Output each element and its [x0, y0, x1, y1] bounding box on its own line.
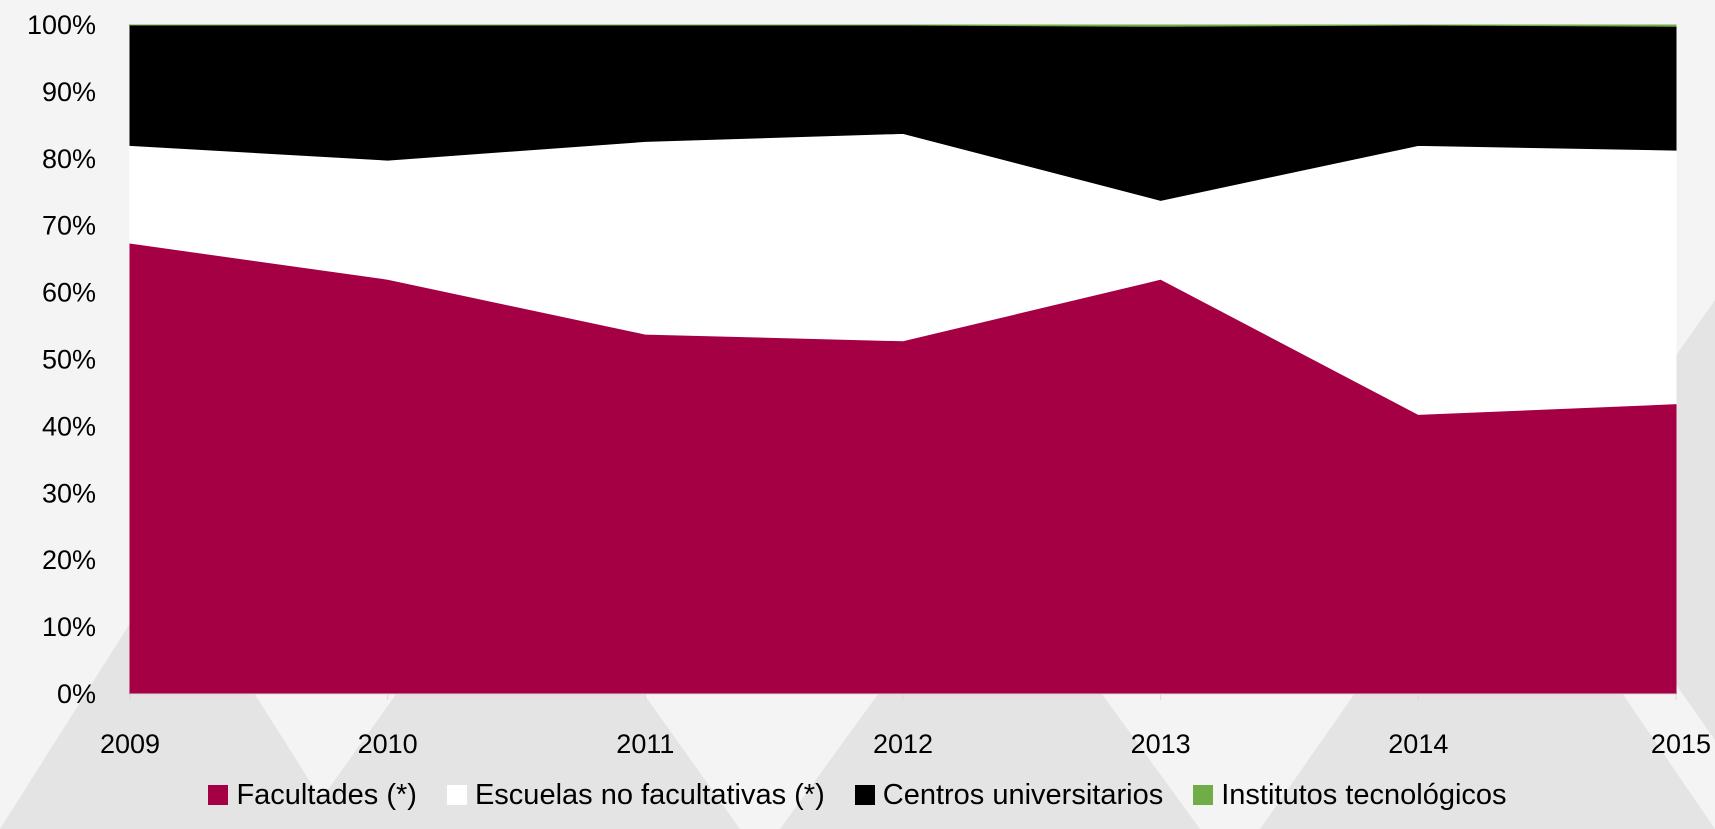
axes: 0% 10% 20% 30% 40% 50% 60% 70% 80% 90% 100% 2009 201… [27, 10, 1711, 759]
x-tick-label: 2009 [100, 729, 160, 759]
legend-label: Facultades (*) [236, 778, 417, 811]
legend-swatch [1193, 785, 1214, 805]
y-tick-label: 60% [42, 278, 96, 308]
legend-swatch [208, 785, 229, 805]
x-tick-label: 2015 [1651, 729, 1711, 759]
y-tick-label: 30% [42, 478, 96, 508]
legend-label: Centros universitarios [882, 778, 1164, 811]
legend-label: Escuelas no facultativas (*) [474, 778, 825, 811]
y-tick-label: 50% [42, 345, 96, 375]
y-tick-label: 20% [42, 545, 96, 575]
y-tick-label: 100% [27, 10, 96, 40]
x-tick-label: 2012 [873, 729, 933, 759]
x-tick-label: 2010 [358, 729, 418, 759]
legend-swatch [854, 785, 875, 805]
y-tick-label: 90% [42, 77, 96, 107]
legend-item-2: Centros universitarios [854, 778, 1164, 812]
y-tick-label: 40% [42, 411, 96, 441]
plot-areas [129, 24, 1677, 695]
legend-label: Institutos tecnológicos [1221, 778, 1507, 811]
legend-item-3: Institutos tecnológicos [1193, 778, 1507, 812]
x-tick-label: 2014 [1388, 729, 1448, 759]
y-tick-label: 70% [42, 211, 96, 241]
y-tick-label: 80% [42, 144, 96, 174]
x-tick-label: 2013 [1131, 729, 1191, 759]
legend-item-0: Facultades (*) [208, 779, 417, 812]
y-tick-label: 0% [57, 679, 96, 709]
legend: Facultades (*) Escuelas no facultativas (… [0, 770, 1715, 820]
legend-item-1: Escuelas no facultativas (*) [446, 778, 825, 812]
area-series-3 [130, 24, 1677, 27]
y-tick-label: 10% [42, 612, 96, 642]
legend-swatch [446, 785, 467, 805]
x-tick-label: 2011 [616, 729, 674, 759]
